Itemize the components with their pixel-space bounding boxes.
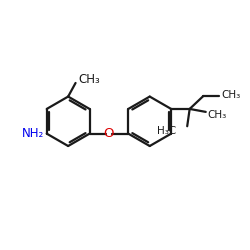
Text: CH₃: CH₃ — [208, 110, 227, 120]
Text: CH₃: CH₃ — [78, 73, 100, 86]
Text: CH₃: CH₃ — [221, 90, 240, 100]
Text: H₃C: H₃C — [157, 126, 176, 136]
Text: NH₂: NH₂ — [22, 127, 44, 140]
Text: O: O — [104, 127, 114, 140]
